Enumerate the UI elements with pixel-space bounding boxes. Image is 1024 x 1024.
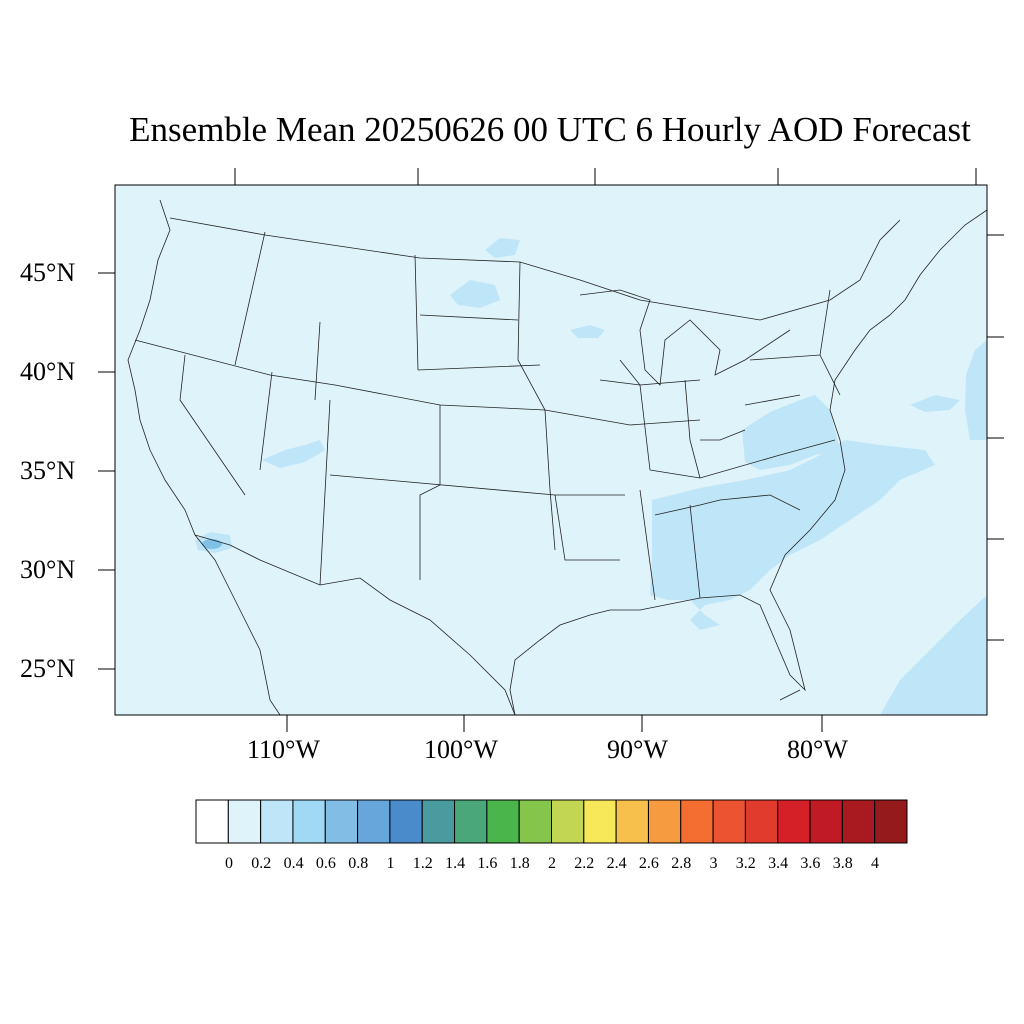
state-lines-east — [599, 289, 841, 601]
aod-patch-atlantic-southeast — [880, 595, 987, 715]
colorbar-swatch — [195, 799, 229, 844]
colorbar-tick-label: 2 — [548, 855, 556, 872]
lat-label-45n: 45°N — [20, 258, 76, 287]
right-ticks — [987, 234, 1004, 641]
colorbar-tick-label: 1.8 — [509, 855, 530, 872]
aod-patch-north-dakota — [450, 280, 500, 308]
top-ticks — [234, 168, 977, 185]
colorbar-swatch — [518, 799, 553, 844]
aod-patch-atlantic-east2 — [910, 395, 960, 412]
colorbar-tick-label: 0.6 — [315, 855, 336, 872]
aod-patch-utah — [262, 440, 325, 468]
aod-patch-canada — [485, 238, 520, 258]
great-lakes — [579, 289, 791, 386]
mexico-border — [194, 534, 516, 715]
colorbar-swatch — [647, 799, 682, 844]
left-ticks — [98, 272, 115, 670]
colorbar-swatch — [583, 799, 617, 844]
colorbar-tick-label: 1 — [386, 855, 395, 872]
lat-label-25n: 25°N — [20, 654, 76, 683]
map-frame — [114, 184, 988, 716]
colorbar-swatch — [615, 799, 649, 844]
lon-label-100w: 100°W — [424, 735, 498, 764]
colorbar-swatch — [486, 799, 520, 844]
colorbar-tick-label: 0.2 — [251, 855, 272, 872]
colorbar-swatch — [454, 799, 488, 844]
colorbar — [195, 799, 908, 844]
colorbar-tick-label: 3.2 — [735, 855, 756, 872]
aod-field — [195, 238, 987, 715]
colorbar-tick-label: 0.8 — [348, 855, 369, 872]
colorbar-tick-label: 3.6 — [800, 855, 821, 872]
colorbar-swatch — [809, 799, 843, 844]
aod-patch-great-lakes — [570, 325, 605, 338]
colorbar-swatch — [389, 799, 423, 844]
colorbar-tick-label: 3 — [709, 855, 718, 872]
lon-label-80w: 80°W — [787, 735, 848, 764]
colorbar-tick-label: 1.6 — [477, 855, 498, 872]
colorbar-tick-label: 2.8 — [671, 855, 692, 872]
colorbar-swatch — [712, 799, 746, 844]
colorbar-tick-label: 2.4 — [606, 855, 627, 872]
florida-keys — [779, 689, 801, 701]
bottom-ticks — [286, 715, 823, 732]
colorbar-tick-label: 3.4 — [768, 855, 789, 872]
colorbar-swatch — [551, 799, 585, 844]
colorbar-tick-label: 0.4 — [283, 855, 304, 872]
aod-patch-atlantic-east — [965, 340, 987, 440]
colorbar-swatch — [874, 799, 908, 844]
west-coast-line — [127, 199, 281, 715]
lat-label-30n: 30°N — [20, 555, 76, 584]
colorbar-swatch — [744, 799, 779, 844]
colorbar-swatch — [292, 799, 326, 844]
lon-label-110w: 110°W — [247, 735, 320, 764]
colorbar-tick-label: 4 — [871, 855, 879, 872]
colorbar-swatch — [357, 799, 391, 844]
colorbar-swatch — [841, 799, 876, 844]
colorbar-swatch — [777, 799, 811, 844]
colorbar-swatch — [260, 799, 294, 844]
colorbar-swatch — [227, 799, 262, 844]
boundaries — [127, 199, 987, 715]
colorbar-tick-label: 3.8 — [832, 855, 853, 872]
colorbar-tick-label: 1.2 — [412, 855, 433, 872]
aod-patch-virginia — [742, 395, 840, 470]
lat-label-40n: 40°N — [20, 357, 76, 386]
aod-patch-southeast — [650, 440, 935, 630]
colorbar-swatch — [680, 799, 714, 844]
colorbar-swatch — [421, 799, 456, 844]
map-title: Ensemble Mean 20250626 00 UTC 6 Hourly A… — [129, 110, 971, 149]
colorbar-tick-label: 2.2 — [574, 855, 595, 872]
state-lines-west — [134, 231, 701, 586]
lon-label-90w: 90°W — [607, 735, 668, 764]
colorbar-tick-label: 0 — [225, 855, 233, 872]
canada-border — [169, 217, 901, 321]
colorbar-tick-label: 1.4 — [445, 855, 466, 872]
colorbar-swatch — [324, 799, 359, 844]
colorbar-tick-label: 2.6 — [638, 855, 659, 872]
gulf-coast-line — [509, 209, 987, 715]
lat-label-35n: 35°N — [20, 456, 76, 485]
